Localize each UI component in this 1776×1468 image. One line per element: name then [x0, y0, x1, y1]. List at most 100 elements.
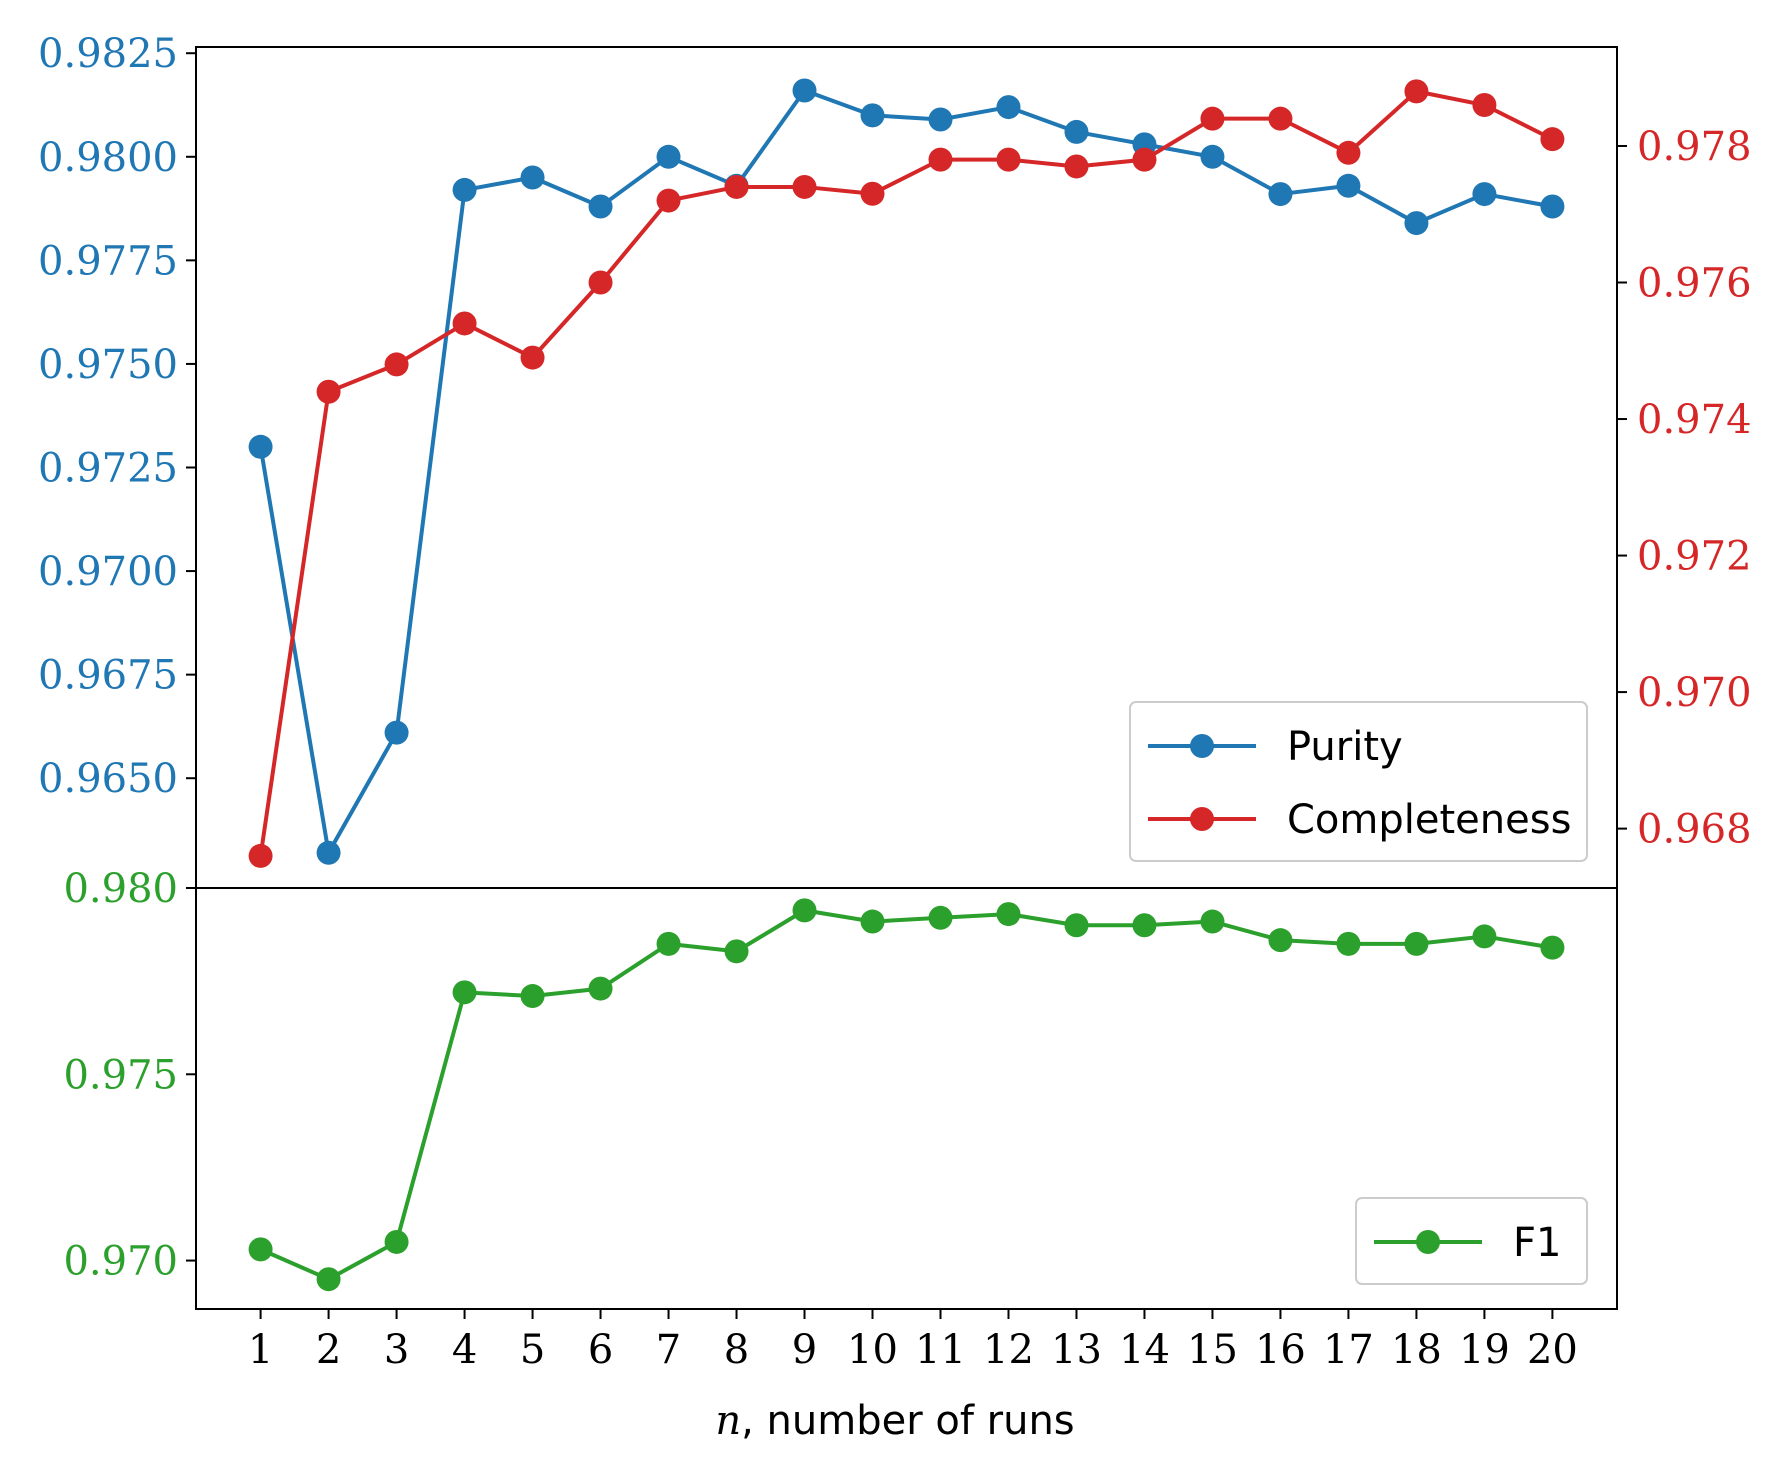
- f1-data-point: [316, 1267, 341, 1292]
- purity-axis-tick-label: 0.9675: [38, 653, 178, 699]
- x-axis-tick-label: 7: [656, 1327, 681, 1373]
- purity-axis-tick-label: 0.9700: [38, 549, 178, 595]
- x-axis-tick-label: 2: [316, 1327, 341, 1373]
- completeness-data-point: [996, 147, 1021, 172]
- x-axis-tick-label: 14: [1119, 1327, 1170, 1373]
- x-axis-tick-label: 8: [724, 1327, 749, 1373]
- f1-data-point: [1404, 931, 1429, 956]
- f1-axis-tick-label: 0.980: [63, 866, 178, 912]
- purity-data-point: [656, 144, 681, 169]
- purity-legend-marker: [1190, 734, 1214, 758]
- completeness-data-point: [1200, 106, 1225, 131]
- x-axis-label: n, number of runs: [715, 1398, 1074, 1444]
- bottom-panel: 0.970 0.975 0.980 F1: [63, 866, 1618, 1310]
- completeness-data-point: [860, 181, 885, 206]
- purity-axis-tick-label: 0.9650: [38, 756, 178, 802]
- purity-data-point: [1268, 182, 1293, 207]
- x-axis-tick-label: 13: [1051, 1327, 1102, 1373]
- purity-data-point: [928, 107, 953, 132]
- f1-data-point: [1064, 913, 1089, 938]
- x-axis-tick-label: 3: [384, 1327, 409, 1373]
- f1-legend-label: F1: [1513, 1220, 1561, 1266]
- completeness-axis-tick-label: 0.972: [1637, 534, 1752, 580]
- completeness-data-point: [588, 270, 613, 295]
- completeness-data-point: [384, 352, 409, 377]
- completeness-axis-tick-label: 0.974: [1637, 397, 1752, 443]
- top-panel: 0.9650 0.9675 0.9700 0.9725 0.9750 0.9775 0.98…: [38, 31, 1752, 889]
- purity-axis-tick-label: 0.9825: [38, 31, 178, 77]
- purity-data-point: [316, 840, 341, 865]
- purity-data-point: [588, 194, 613, 219]
- completeness-data-point: [928, 147, 953, 172]
- purity-legend-label: Purity: [1287, 724, 1403, 770]
- purity-data-point: [384, 720, 409, 745]
- f1-data-point: [452, 980, 477, 1005]
- f1-data-point: [588, 976, 613, 1001]
- f1-data-point: [656, 931, 681, 956]
- f1-data-point: [1268, 928, 1293, 953]
- f1-data-point: [724, 939, 749, 964]
- purity-data-point: [248, 434, 273, 459]
- completeness-axis-tick-label: 0.970: [1637, 670, 1752, 716]
- x-axis-tick-label: 11: [915, 1327, 966, 1373]
- completeness-data-point: [724, 174, 749, 199]
- completeness-data-point: [656, 188, 681, 213]
- f1-data-point: [792, 898, 817, 923]
- x-axis-tick-label: 1: [248, 1327, 273, 1373]
- f1-axis-tick-label: 0.975: [63, 1052, 178, 1098]
- completeness-series-line: [258, 89, 1554, 857]
- x-axis-label-rest: , number of runs: [741, 1398, 1075, 1444]
- completeness-data-point: [792, 174, 817, 199]
- purity-data-point: [452, 177, 477, 202]
- purity-data-point: [1200, 144, 1225, 169]
- purity-data-point: [1404, 211, 1429, 236]
- x-axis-tick-label: 19: [1459, 1327, 1510, 1373]
- completeness-axis-tick-label: 0.968: [1637, 807, 1752, 853]
- f1-data-point: [996, 902, 1021, 927]
- purity-axis-tick-label: 0.9775: [38, 238, 178, 284]
- completeness-data-point: [1404, 79, 1429, 104]
- purity-data-point: [996, 95, 1021, 120]
- purity-data-point: [860, 103, 885, 128]
- x-axis-tick-label: 15: [1187, 1327, 1238, 1373]
- purity-axis-tick-label: 0.9800: [38, 135, 178, 181]
- x-axis-label-var: n: [715, 1398, 741, 1444]
- f1-data-point: [1540, 935, 1565, 960]
- completeness-data-point: [1540, 127, 1565, 152]
- x-axis-tick-label: 17: [1323, 1327, 1374, 1373]
- completeness-data-point: [520, 345, 545, 370]
- f1-data-point: [520, 984, 545, 1009]
- f1-data-point: [248, 1237, 273, 1262]
- purity-axis-tick-label: 0.9725: [38, 446, 178, 492]
- completeness-axis-tick-label: 0.976: [1637, 261, 1752, 307]
- x-axis: 1 2 3 4 5 6 7 8 9 10 11 12 13 14 15 16 17 18 19 20: [248, 1309, 1578, 1373]
- completeness-data-point: [1336, 140, 1361, 165]
- purity-data-point: [792, 78, 817, 103]
- purity-axis-tick-label: 0.9750: [38, 342, 178, 388]
- completeness-axis-tick-label: 0.978: [1637, 124, 1752, 170]
- x-axis-tick-label: 9: [792, 1327, 817, 1373]
- completeness-legend-label: Completeness: [1287, 797, 1571, 843]
- purity-data-point: [1064, 119, 1089, 144]
- purity-data-point: [1540, 194, 1565, 219]
- x-axis-tick-label: 4: [452, 1327, 477, 1373]
- f1-data-point: [1336, 931, 1361, 956]
- completeness-data-point: [1268, 106, 1293, 131]
- completeness-data-point: [1132, 147, 1157, 172]
- x-axis-tick-label: 18: [1391, 1327, 1442, 1373]
- completeness-data-point: [316, 379, 341, 404]
- f1-legend-marker: [1416, 1230, 1440, 1254]
- f1-data-point: [1200, 909, 1225, 934]
- x-axis-tick-label: 20: [1527, 1327, 1578, 1373]
- completeness-data-point: [452, 311, 477, 336]
- completeness-legend-marker: [1190, 807, 1214, 831]
- f1-data-point: [860, 909, 885, 934]
- completeness-data-point: [1064, 154, 1089, 179]
- x-axis-tick-label: 12: [983, 1327, 1034, 1373]
- f1-data-point: [1132, 913, 1157, 938]
- bottom-plot-frame: [195, 887, 1618, 1310]
- f1-axis-tick-label: 0.970: [63, 1239, 178, 1285]
- purity-data-point: [1472, 182, 1497, 207]
- f1-data-point: [928, 905, 953, 930]
